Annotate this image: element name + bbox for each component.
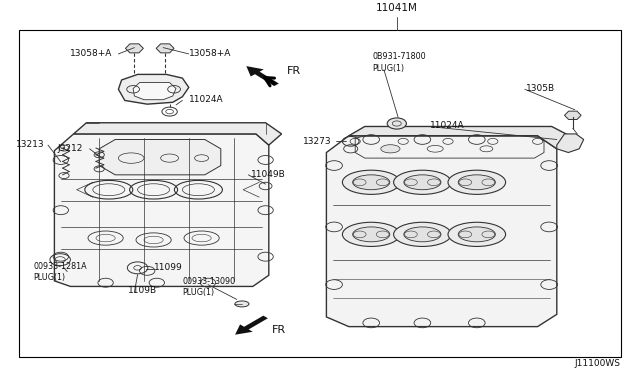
Text: 1109B: 1109B [128,286,157,295]
Circle shape [387,118,406,129]
Ellipse shape [353,227,390,242]
Bar [19,30,621,357]
Polygon shape [133,83,176,100]
Text: J9212: J9212 [58,144,83,153]
Ellipse shape [353,175,390,190]
Ellipse shape [381,145,400,153]
Ellipse shape [458,175,495,190]
Ellipse shape [404,175,441,190]
Ellipse shape [448,170,506,195]
Text: 11024A: 11024A [430,121,465,130]
Text: 11099: 11099 [154,263,182,272]
Polygon shape [557,134,584,153]
Ellipse shape [235,301,249,307]
Polygon shape [74,123,282,145]
Ellipse shape [394,222,451,247]
Polygon shape [54,134,269,286]
Ellipse shape [448,222,506,247]
FancyArrow shape [246,66,279,86]
Text: J11100WS: J11100WS [575,359,621,368]
Ellipse shape [404,227,441,242]
Ellipse shape [342,170,400,195]
Text: 00933-13090
PLUG(1): 00933-13090 PLUG(1) [182,277,236,297]
Ellipse shape [394,170,451,195]
FancyArrow shape [235,315,268,335]
Text: 1305B: 1305B [526,84,556,93]
Text: 13058+A: 13058+A [70,49,112,58]
Text: 11024A: 11024A [189,95,223,104]
Text: 13213: 13213 [16,140,45,149]
Polygon shape [118,74,189,104]
Text: 13058+A: 13058+A [189,49,231,58]
Ellipse shape [458,227,495,242]
Text: FR: FR [272,326,286,335]
Text: FR: FR [287,67,301,76]
Text: 0B931-71800
PLUG(1): 0B931-71800 PLUG(1) [372,52,426,73]
Text: 11041M: 11041M [376,3,418,13]
Text: 13273: 13273 [303,137,332,146]
Polygon shape [326,136,557,327]
Polygon shape [349,126,570,149]
Text: 11049B: 11049B [251,170,285,179]
Text: 00933-1281A
PLUG(1): 00933-1281A PLUG(1) [33,262,87,282]
Ellipse shape [342,222,400,247]
Polygon shape [99,140,221,175]
